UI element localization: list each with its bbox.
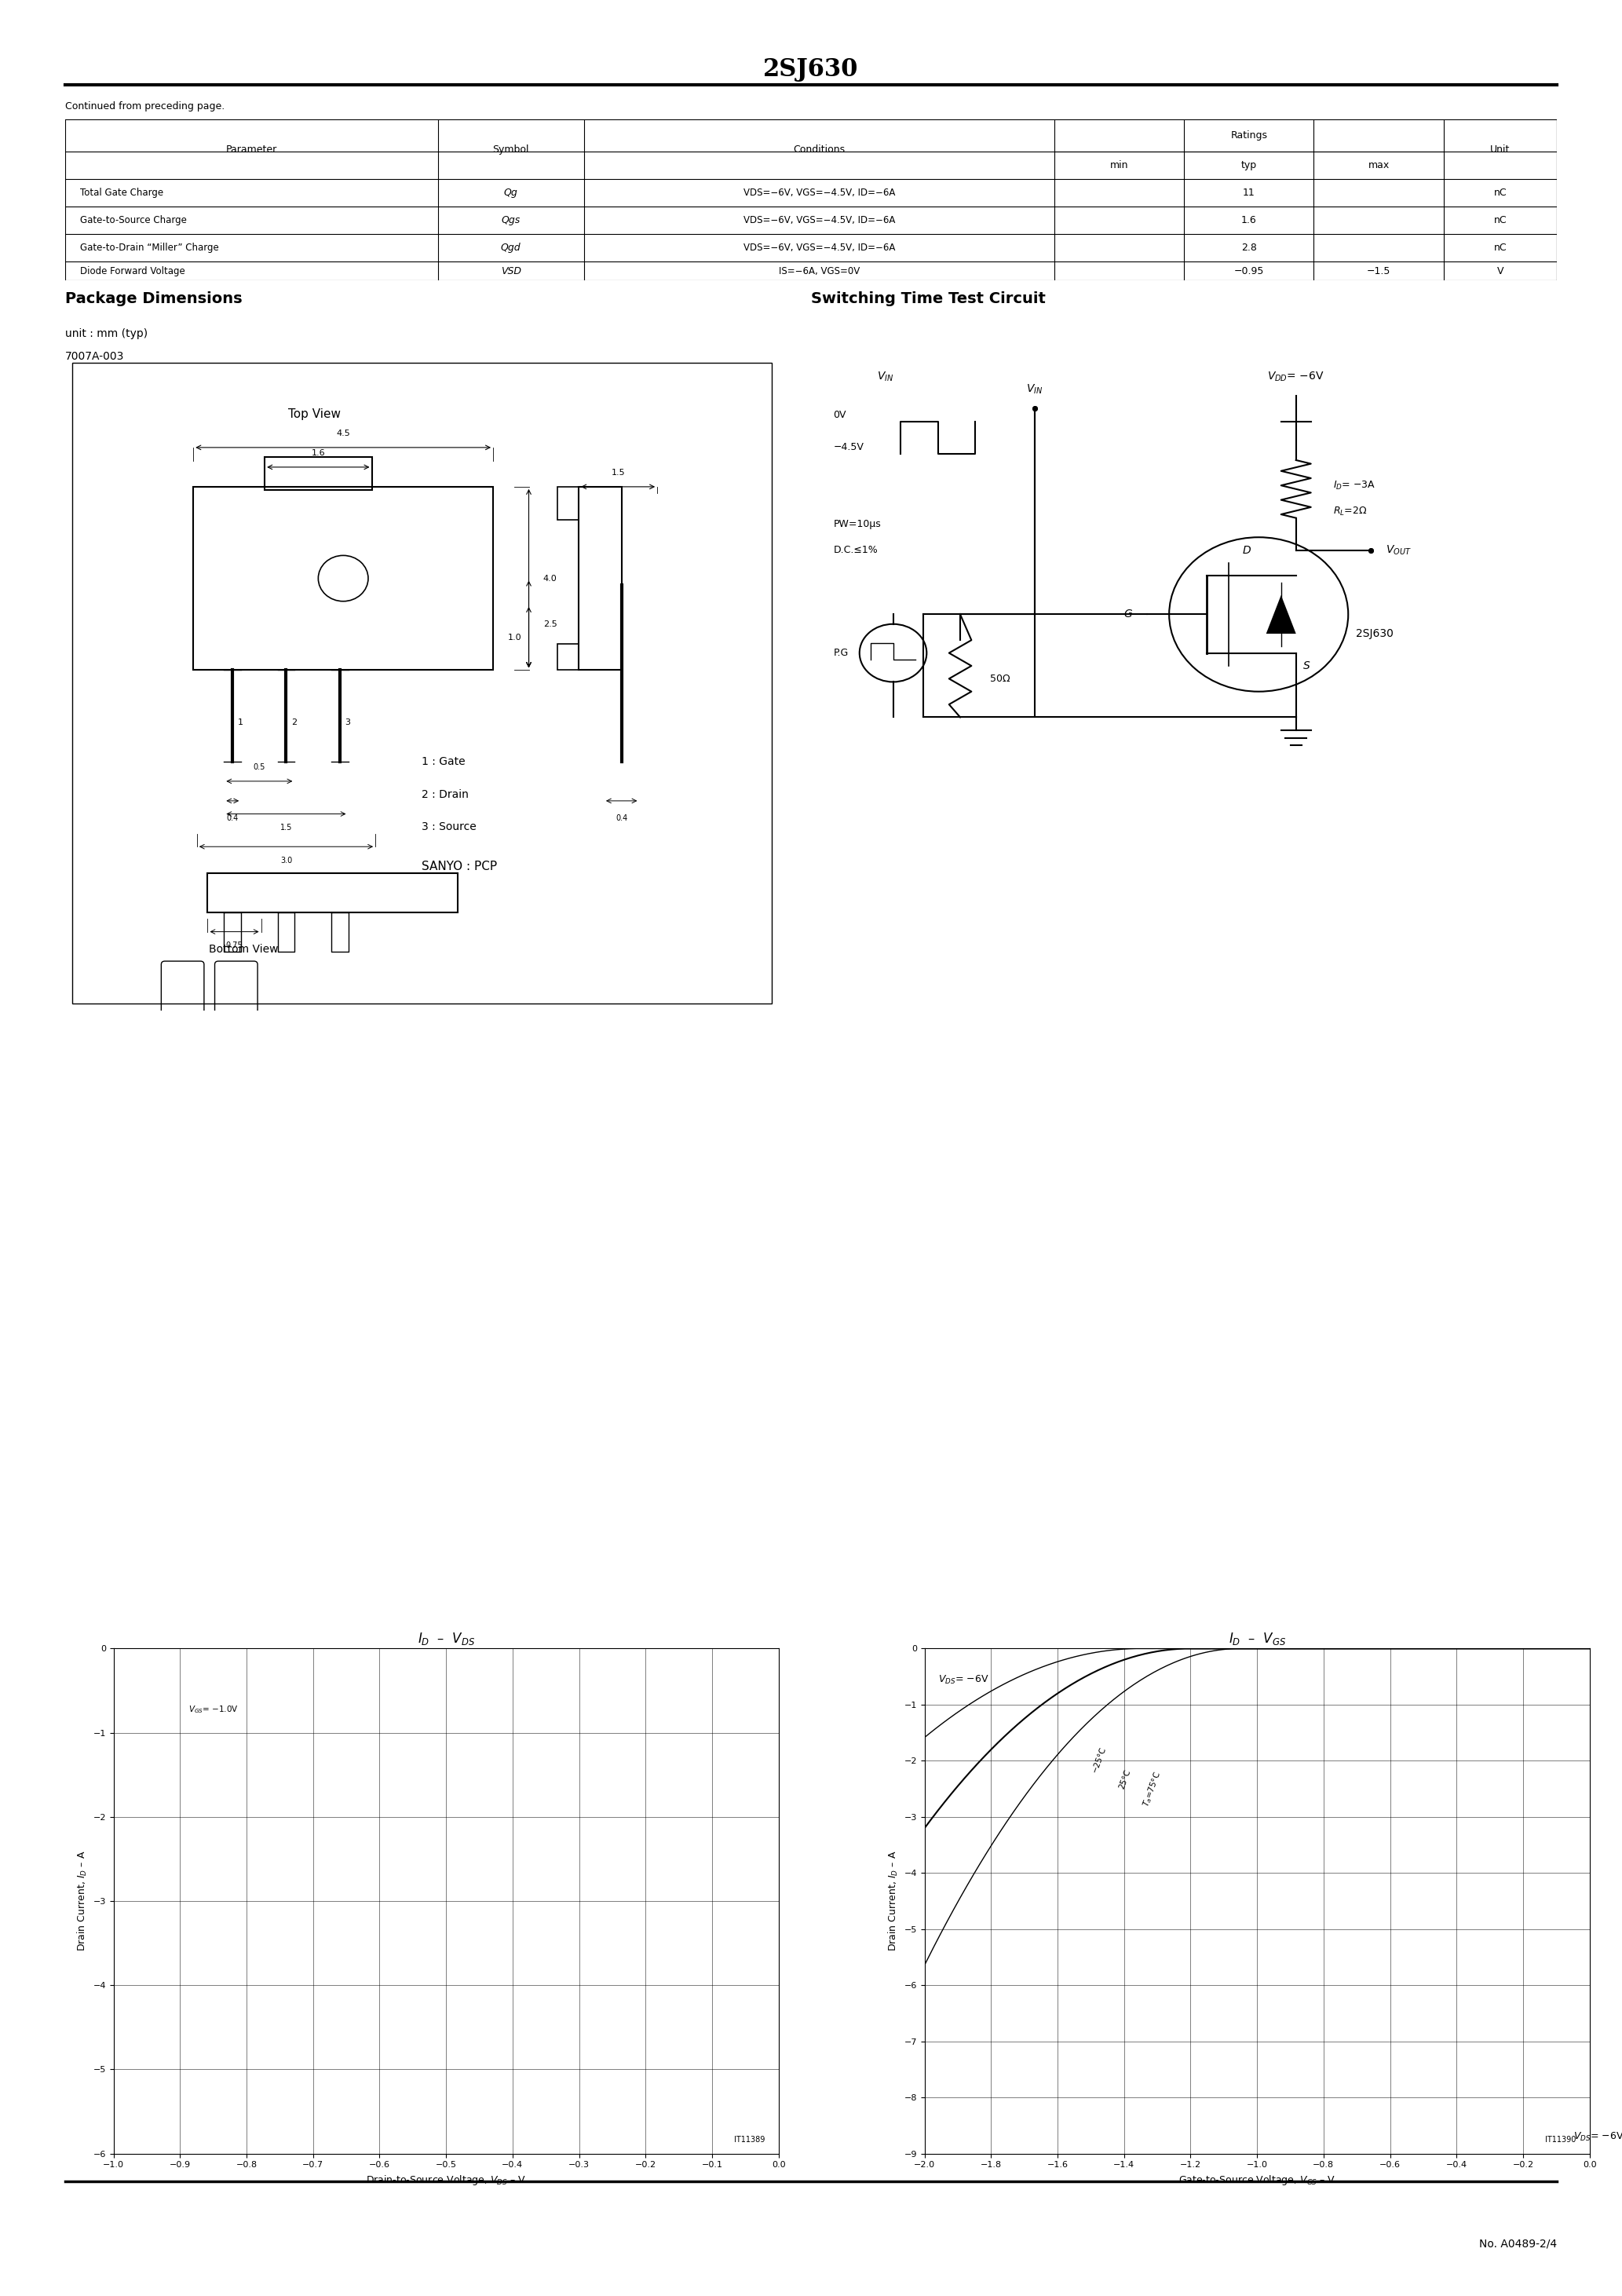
Text: Total Gate Charge: Total Gate Charge bbox=[79, 188, 164, 197]
Text: 2 : Drain: 2 : Drain bbox=[422, 790, 469, 799]
Text: Gate-to-Source Charge: Gate-to-Source Charge bbox=[79, 216, 187, 225]
Text: max: max bbox=[1367, 161, 1390, 170]
Text: $V_{IN}$: $V_{IN}$ bbox=[1027, 383, 1043, 395]
Text: −1.5: −1.5 bbox=[1367, 266, 1390, 276]
Text: 4.0: 4.0 bbox=[543, 574, 556, 583]
Polygon shape bbox=[1267, 595, 1296, 634]
Text: Top View: Top View bbox=[289, 409, 341, 420]
Text: Package Dimensions: Package Dimensions bbox=[65, 292, 242, 305]
X-axis label: Drain-to-Source Voltage, $V_{DS}$ – V: Drain-to-Source Voltage, $V_{DS}$ – V bbox=[367, 2174, 526, 2186]
Text: typ: typ bbox=[1241, 161, 1257, 170]
Text: 1.5: 1.5 bbox=[281, 824, 292, 831]
Text: SANYO : PCP: SANYO : PCP bbox=[422, 861, 498, 872]
Text: 2.8: 2.8 bbox=[1241, 243, 1257, 253]
Text: 2.5: 2.5 bbox=[543, 620, 556, 629]
Text: $V_{DD}$= −6V: $V_{DD}$= −6V bbox=[1267, 370, 1325, 383]
Text: $V_{GS}$= −1.0V: $V_{GS}$= −1.0V bbox=[188, 1704, 238, 1715]
Text: $I_D$= −3A: $I_D$= −3A bbox=[1333, 480, 1375, 491]
Text: 1.5: 1.5 bbox=[611, 468, 624, 478]
Text: Qg: Qg bbox=[504, 188, 517, 197]
Text: 3.0: 3.0 bbox=[281, 856, 292, 863]
Text: Switching Time Test Circuit: Switching Time Test Circuit bbox=[811, 292, 1046, 305]
Bar bbox=[558, 643, 579, 670]
Text: nC: nC bbox=[1494, 243, 1507, 253]
Text: 1.0: 1.0 bbox=[508, 634, 522, 641]
Text: P.G: P.G bbox=[834, 647, 848, 659]
Text: Conditions: Conditions bbox=[793, 145, 845, 154]
Text: IT11390: IT11390 bbox=[1546, 2135, 1577, 2144]
Bar bbox=[264, 457, 371, 489]
Text: Qgd: Qgd bbox=[501, 243, 521, 253]
Y-axis label: Drain Current, $I_D$ – A: Drain Current, $I_D$ – A bbox=[76, 1851, 89, 1952]
Text: 2SJ630: 2SJ630 bbox=[764, 57, 858, 83]
Title: $I_D$  –  $V_{DS}$: $I_D$ – $V_{DS}$ bbox=[417, 1630, 475, 1646]
Text: $V_{DS}$= −6V: $V_{DS}$= −6V bbox=[1573, 2131, 1622, 2142]
Text: 0V: 0V bbox=[834, 411, 847, 420]
Text: 1 : Gate: 1 : Gate bbox=[422, 755, 466, 767]
Bar bbox=[208, 872, 457, 912]
Text: $V_{DS}$= −6V: $V_{DS}$= −6V bbox=[938, 1674, 988, 1685]
Text: 11: 11 bbox=[1242, 188, 1255, 197]
Text: Continued from preceding page.: Continued from preceding page. bbox=[65, 101, 224, 110]
Text: Diode Forward Voltage: Diode Forward Voltage bbox=[79, 266, 185, 276]
Text: 1.6: 1.6 bbox=[311, 450, 324, 457]
Text: unit : mm (typ): unit : mm (typ) bbox=[65, 328, 148, 340]
Text: Bottom View: Bottom View bbox=[209, 944, 277, 955]
Text: 3 : Source: 3 : Source bbox=[422, 822, 477, 833]
Text: PW=10μs: PW=10μs bbox=[834, 519, 881, 530]
Text: Qgs: Qgs bbox=[501, 216, 521, 225]
Text: D.C.≤1%: D.C.≤1% bbox=[834, 544, 878, 556]
Text: −0.95: −0.95 bbox=[1234, 266, 1264, 276]
Text: 2: 2 bbox=[290, 719, 297, 726]
X-axis label: Gate-to-Source Voltage, $V_{GS}$ – V: Gate-to-Source Voltage, $V_{GS}$ – V bbox=[1179, 2174, 1335, 2186]
Text: VSD: VSD bbox=[501, 266, 521, 276]
Bar bbox=[558, 487, 579, 519]
Text: 50Ω: 50Ω bbox=[989, 673, 1011, 684]
Bar bbox=[193, 487, 493, 670]
Text: Ratings: Ratings bbox=[1231, 131, 1267, 140]
Text: −4.5V: −4.5V bbox=[834, 443, 865, 452]
Text: 7007A-003: 7007A-003 bbox=[65, 351, 123, 363]
Text: 1.6: 1.6 bbox=[1241, 216, 1257, 225]
Y-axis label: Drain Current, $I_D$ – A: Drain Current, $I_D$ – A bbox=[887, 1851, 900, 1952]
Text: 0.75: 0.75 bbox=[225, 941, 243, 948]
Text: 3: 3 bbox=[344, 719, 350, 726]
Text: 0.4: 0.4 bbox=[227, 815, 238, 822]
Text: 4.5: 4.5 bbox=[336, 429, 350, 439]
Text: $R_L$=2Ω: $R_L$=2Ω bbox=[1333, 505, 1367, 517]
Text: min: min bbox=[1109, 161, 1129, 170]
Text: $V_{OUT}$: $V_{OUT}$ bbox=[1385, 544, 1411, 556]
Text: V: V bbox=[1497, 266, 1504, 276]
Text: Symbol: Symbol bbox=[493, 145, 529, 154]
Text: Parameter: Parameter bbox=[225, 145, 277, 154]
Text: VDS=−6V, VGS=−4.5V, ID=−6A: VDS=−6V, VGS=−4.5V, ID=−6A bbox=[743, 188, 895, 197]
Text: 2SJ630: 2SJ630 bbox=[1356, 629, 1393, 638]
Text: nC: nC bbox=[1494, 188, 1507, 197]
Text: 0.5: 0.5 bbox=[253, 765, 266, 771]
Text: VDS=−6V, VGS=−4.5V, ID=−6A: VDS=−6V, VGS=−4.5V, ID=−6A bbox=[743, 216, 895, 225]
Text: Unit: Unit bbox=[1491, 145, 1510, 154]
Text: Gate-to-Drain “Miller” Charge: Gate-to-Drain “Miller” Charge bbox=[79, 243, 219, 253]
Text: G: G bbox=[1124, 608, 1132, 620]
Text: S: S bbox=[1304, 661, 1311, 670]
Text: nC: nC bbox=[1494, 216, 1507, 225]
Text: 0.4: 0.4 bbox=[616, 815, 628, 822]
Text: $V_{IN}$: $V_{IN}$ bbox=[878, 370, 894, 383]
Text: 25°C: 25°C bbox=[1118, 1768, 1132, 1791]
Text: 1: 1 bbox=[237, 719, 243, 726]
Title: $I_D$  –  $V_{GS}$: $I_D$ – $V_{GS}$ bbox=[1228, 1630, 1286, 1646]
Text: D: D bbox=[1242, 544, 1251, 556]
Text: No. A0489-2/4: No. A0489-2/4 bbox=[1479, 2239, 1557, 2250]
Text: $T_a$=75°C: $T_a$=75°C bbox=[1140, 1770, 1163, 1809]
Text: IS=−6A, VGS=0V: IS=−6A, VGS=0V bbox=[779, 266, 860, 276]
Bar bbox=[579, 487, 621, 670]
Text: IT11389: IT11389 bbox=[735, 2135, 766, 2144]
Text: −25°C: −25°C bbox=[1090, 1745, 1108, 1773]
Text: VDS=−6V, VGS=−4.5V, ID=−6A: VDS=−6V, VGS=−4.5V, ID=−6A bbox=[743, 243, 895, 253]
